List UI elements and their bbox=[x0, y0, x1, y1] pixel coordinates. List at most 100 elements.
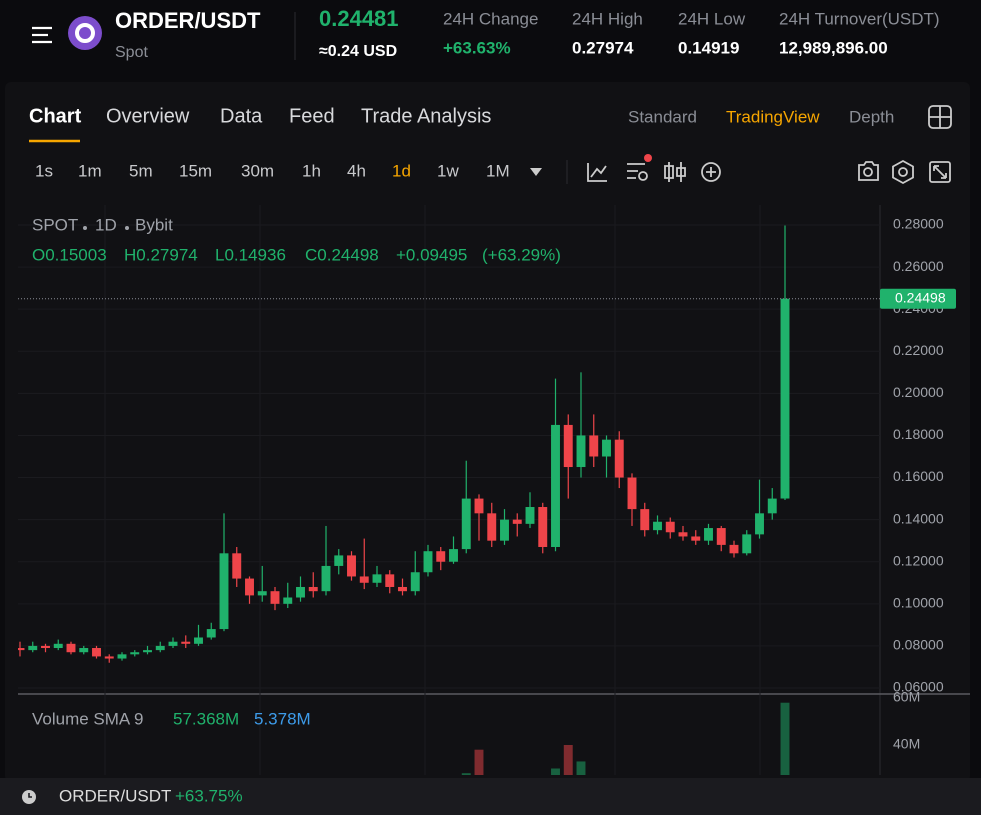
candle-body bbox=[563, 424, 573, 468]
stat-label: 24H Turnover(USDT) bbox=[779, 9, 940, 28]
stat-label: 24H Low bbox=[678, 9, 746, 28]
y-tick-label: 0.18000 bbox=[893, 426, 944, 442]
volume-bar bbox=[563, 745, 573, 775]
interval[interactable]: 1w bbox=[437, 161, 459, 180]
candle-body bbox=[181, 641, 191, 644]
stat-value: 12,989,896.00 bbox=[779, 38, 888, 57]
legend-interval: 1D bbox=[95, 215, 117, 234]
candle-body bbox=[780, 298, 790, 499]
legend-dot bbox=[83, 226, 87, 230]
coin-logo-ring bbox=[75, 23, 95, 43]
volume-value: 57.368M bbox=[173, 709, 239, 728]
candle-body bbox=[130, 652, 140, 655]
clock-icon bbox=[22, 790, 36, 804]
interval[interactable]: 4h bbox=[347, 161, 366, 180]
candle-body bbox=[576, 435, 586, 468]
chart-panel bbox=[5, 82, 970, 782]
last-price-label: 0.24498 bbox=[895, 289, 946, 305]
candle-body bbox=[500, 519, 509, 541]
tab[interactable]: Overview bbox=[106, 105, 190, 127]
candle-body bbox=[232, 553, 242, 579]
interval[interactable]: 1s bbox=[35, 161, 53, 180]
candle-body bbox=[704, 528, 713, 541]
ohlc-value: C0.24498 bbox=[305, 245, 379, 264]
interval[interactable]: 1d bbox=[392, 161, 411, 180]
tab[interactable]: Feed bbox=[289, 105, 335, 127]
tab[interactable]: Trade Analysis bbox=[361, 105, 491, 127]
volume-bar bbox=[576, 761, 586, 775]
volume-label: Volume SMA 9 bbox=[32, 709, 144, 728]
candle-body bbox=[219, 553, 229, 630]
candle-body bbox=[206, 629, 216, 638]
candle-body bbox=[257, 591, 267, 596]
candle-body bbox=[66, 643, 76, 653]
tab[interactable]: Chart bbox=[29, 105, 82, 127]
candle-body bbox=[640, 509, 650, 531]
candle-body bbox=[691, 536, 701, 541]
y-tick-label: 0.10000 bbox=[893, 595, 944, 611]
y-tick-label: 0.08000 bbox=[893, 637, 944, 653]
ohlc-value: O0.15003 bbox=[32, 245, 107, 264]
volume-bar bbox=[780, 702, 790, 775]
candle-body bbox=[755, 513, 764, 535]
menu-icon[interactable] bbox=[32, 26, 52, 44]
candle-body bbox=[589, 435, 599, 457]
candle-body bbox=[79, 648, 89, 653]
candle-body bbox=[143, 650, 152, 653]
candle-body bbox=[436, 551, 446, 562]
candle-body bbox=[372, 574, 382, 583]
header-bg bbox=[0, 0, 981, 76]
interval[interactable]: 1M bbox=[486, 161, 510, 180]
candle-body bbox=[296, 586, 305, 598]
stat-label: 24H Change bbox=[443, 9, 538, 28]
layout-icon[interactable] bbox=[928, 105, 952, 129]
interval[interactable]: 15m bbox=[179, 161, 212, 180]
stat-value: +63.63% bbox=[443, 38, 511, 57]
legend-exchange: Bybit bbox=[135, 215, 173, 234]
candle-body bbox=[168, 641, 178, 646]
interval[interactable]: 30m bbox=[241, 161, 274, 180]
legend-symbol: SPOT bbox=[32, 215, 78, 234]
view-option[interactable]: TradingView bbox=[726, 107, 820, 126]
y-tick-label: 0.06000 bbox=[893, 679, 944, 695]
candle-body bbox=[487, 513, 497, 541]
candle-body bbox=[512, 519, 522, 524]
candle-body bbox=[92, 648, 101, 657]
toolbar-icons[interactable] bbox=[587, 159, 951, 185]
last-price-tag bbox=[880, 288, 956, 309]
candle-body bbox=[767, 498, 777, 514]
candle-body bbox=[474, 498, 484, 514]
candle-body bbox=[449, 549, 458, 562]
volume-sma: 5.378M bbox=[254, 709, 311, 728]
candle-body bbox=[308, 586, 318, 592]
candle-body bbox=[729, 544, 739, 554]
candle-body bbox=[245, 578, 254, 596]
volume-bar bbox=[474, 749, 484, 775]
view-option[interactable]: Standard bbox=[628, 107, 697, 126]
ohlc-value: L0.14936 bbox=[215, 245, 286, 264]
candle-body bbox=[423, 551, 433, 573]
pair: ORDER/USDT bbox=[115, 8, 261, 33]
candle-body bbox=[614, 439, 624, 478]
candle-body bbox=[155, 645, 165, 651]
interval[interactable]: 1h bbox=[302, 161, 321, 180]
stat-value: 0.14919 bbox=[678, 38, 739, 57]
ohlc-value: +0.09495 bbox=[396, 245, 467, 264]
candle-body bbox=[410, 572, 420, 592]
y-tick-label: 0.20000 bbox=[893, 384, 944, 400]
interval[interactable]: 1m bbox=[78, 161, 102, 180]
candle-body bbox=[398, 586, 407, 592]
interval[interactable]: 5m bbox=[129, 161, 153, 180]
y-tick-label: 0.14000 bbox=[893, 510, 944, 526]
candle-body bbox=[347, 555, 356, 577]
candle-body bbox=[716, 528, 726, 545]
view-option[interactable]: Depth bbox=[849, 107, 894, 126]
interval-dropdown[interactable] bbox=[530, 168, 542, 176]
last-price: 0.24481 bbox=[319, 6, 399, 31]
tab[interactable]: Data bbox=[220, 105, 263, 127]
candle-body bbox=[538, 507, 548, 547]
candle-body bbox=[551, 424, 560, 547]
candle-body bbox=[283, 597, 293, 604]
stat-label: 24H High bbox=[572, 9, 643, 28]
